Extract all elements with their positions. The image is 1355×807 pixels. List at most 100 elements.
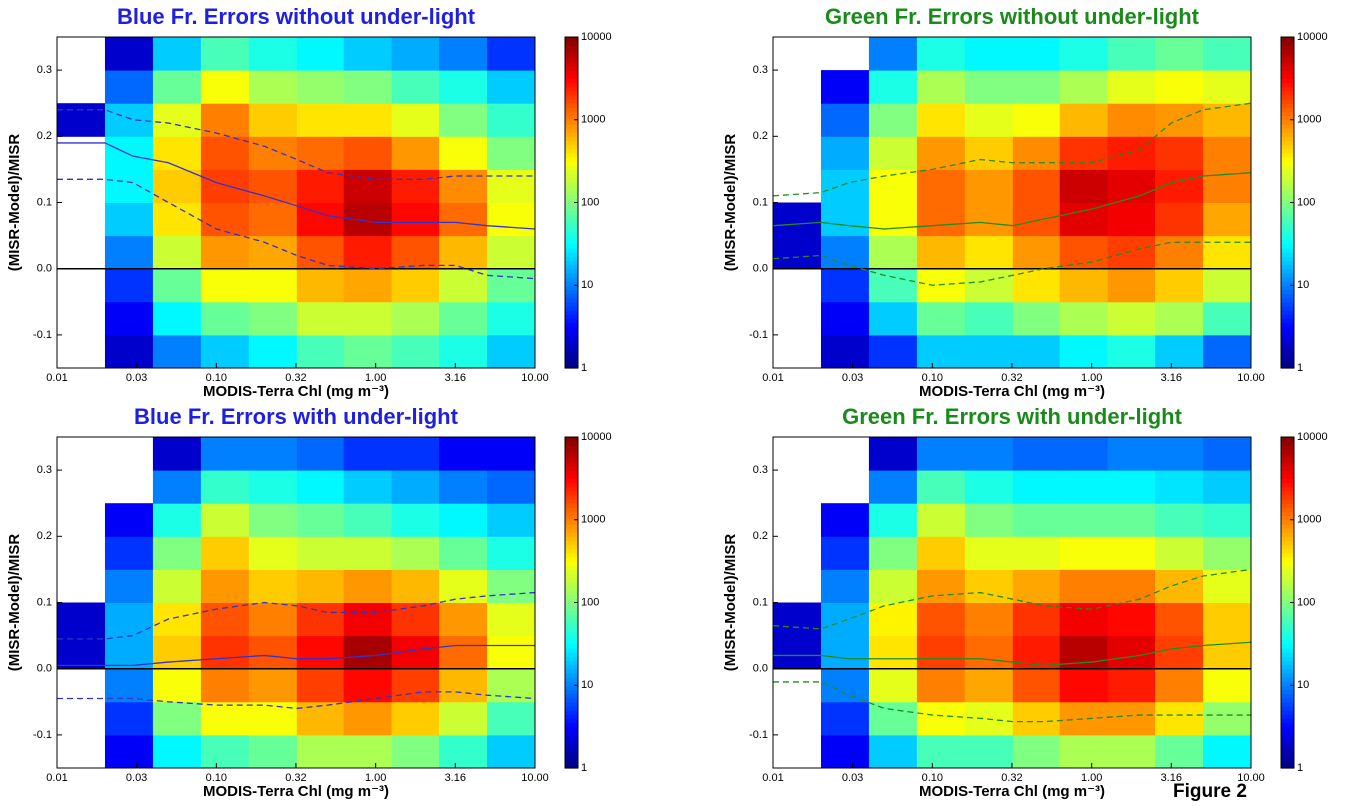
heatmap-cell	[152, 103, 202, 137]
colorbar-swatch	[1281, 664, 1294, 670]
colorbar-tick-label: 100	[1297, 196, 1315, 208]
heatmap-cell	[200, 37, 250, 71]
colorbar-swatch	[565, 660, 578, 666]
colorbar-tick-label: 1000	[581, 514, 605, 526]
x-tick-label: 1.00	[365, 372, 386, 384]
heatmap-cell	[773, 635, 822, 670]
heatmap-cell	[57, 103, 106, 137]
heatmap-cell	[964, 136, 1014, 170]
colorbar-swatch	[1281, 314, 1294, 319]
colorbar-swatch	[565, 726, 578, 732]
colorbar-swatch	[1281, 437, 1294, 442]
colorbar-swatch	[1281, 627, 1294, 633]
colorbar-swatch	[1281, 552, 1294, 558]
heatmap-cell	[296, 235, 345, 270]
colorbar-swatch	[565, 256, 578, 262]
heatmap-cell	[296, 470, 345, 504]
heatmap-cell	[487, 734, 536, 769]
heatmap-cell	[1107, 301, 1156, 336]
heatmap-cell	[1203, 701, 1252, 736]
heatmap-cell	[391, 334, 440, 369]
heatmap-cell	[820, 536, 870, 570]
colorbar-swatch	[1281, 74, 1294, 79]
y-tick-label: 0.3	[753, 64, 768, 76]
heatmap-cell	[1155, 602, 1204, 637]
series-line	[773, 681, 1251, 723]
heatmap-cell	[868, 37, 918, 71]
heatmap-cell	[773, 235, 822, 270]
colorbar-tick-label: 10	[1297, 279, 1309, 291]
heatmap-cell	[1012, 268, 1061, 303]
heatmap-cell	[200, 70, 250, 104]
colorbar-swatch	[565, 594, 578, 599]
heatmap-cell	[1012, 103, 1061, 137]
x-tick-label: 0.32	[285, 772, 306, 784]
heatmap-cell	[1107, 734, 1156, 769]
colorbar-swatch	[1281, 214, 1294, 220]
y-tick-label: 0.2	[753, 130, 768, 142]
heatmap-cell	[104, 536, 154, 570]
colorbar-swatch	[565, 507, 578, 513]
colorbar-swatch	[565, 339, 578, 344]
heatmap-cell	[296, 536, 345, 570]
colorbar-swatch	[565, 214, 578, 220]
colorbar-swatch	[1281, 660, 1294, 666]
heatmap-cell	[1012, 602, 1061, 637]
colorbar-swatch	[565, 511, 578, 517]
heatmap-cell	[1155, 536, 1204, 570]
colorbar-swatch	[565, 351, 578, 357]
colorbar-swatch	[1281, 289, 1294, 295]
colorbar-swatch	[1281, 363, 1294, 369]
colorbar-swatch	[1281, 610, 1294, 616]
heatmap-cell	[820, 70, 870, 104]
colorbar-swatch	[1281, 635, 1294, 641]
heatmap-cell	[391, 701, 440, 736]
colorbar-swatch	[1281, 355, 1294, 361]
heatmap-cell	[152, 701, 202, 736]
heatmap-cell	[820, 701, 870, 736]
colorbar-swatch	[1281, 223, 1294, 228]
colorbar-swatch	[565, 751, 578, 757]
heatmap-cell	[1155, 37, 1204, 71]
heatmap-cell	[296, 569, 345, 603]
heatmap-cell	[1155, 503, 1204, 537]
colorbar-swatch	[565, 747, 578, 753]
heatmap-cell	[1107, 668, 1156, 703]
heatmap-cell	[152, 268, 202, 303]
colorbar-swatch	[565, 359, 578, 365]
colorbar-swatch	[565, 652, 578, 657]
x-tick-label: 0.03	[126, 372, 147, 384]
heatmap-cell	[1059, 701, 1109, 736]
heatmap-cell	[248, 602, 298, 637]
heatmap-cell	[773, 602, 822, 637]
heatmap-cell	[868, 536, 918, 570]
colorbar-swatch	[1281, 494, 1294, 500]
colorbar-swatch	[1281, 594, 1294, 599]
y-tick-label: 0.0	[753, 263, 768, 275]
heatmap-cell	[248, 635, 298, 670]
colorbar-swatch	[1281, 177, 1294, 183]
colorbar-swatch	[565, 140, 578, 146]
heatmap-cell	[296, 70, 345, 104]
colorbar-swatch	[565, 561, 578, 566]
heatmap-cell	[248, 569, 298, 603]
heatmap-cell	[200, 202, 250, 237]
heatmap-cell	[1059, 503, 1109, 537]
colorbar-swatch	[1281, 697, 1294, 703]
heatmap-cell	[104, 268, 154, 303]
colorbar-swatch	[565, 82, 578, 88]
colorbar-swatch	[565, 519, 578, 525]
heatmap-cell	[820, 103, 870, 137]
colorbar-swatch	[1281, 260, 1294, 266]
colorbar-swatch	[1281, 602, 1294, 608]
colorbar-swatch	[1281, 82, 1294, 88]
heatmap-cell	[296, 668, 345, 703]
heatmap-cell	[868, 503, 918, 537]
heatmap-cell	[391, 470, 440, 504]
heatmap-cell	[343, 635, 393, 670]
colorbar-swatch	[1281, 132, 1294, 137]
heatmap-cell	[343, 734, 393, 769]
colorbar-swatch	[1281, 743, 1294, 748]
colorbar-swatch	[1281, 310, 1294, 315]
heatmap-cell	[487, 103, 536, 137]
